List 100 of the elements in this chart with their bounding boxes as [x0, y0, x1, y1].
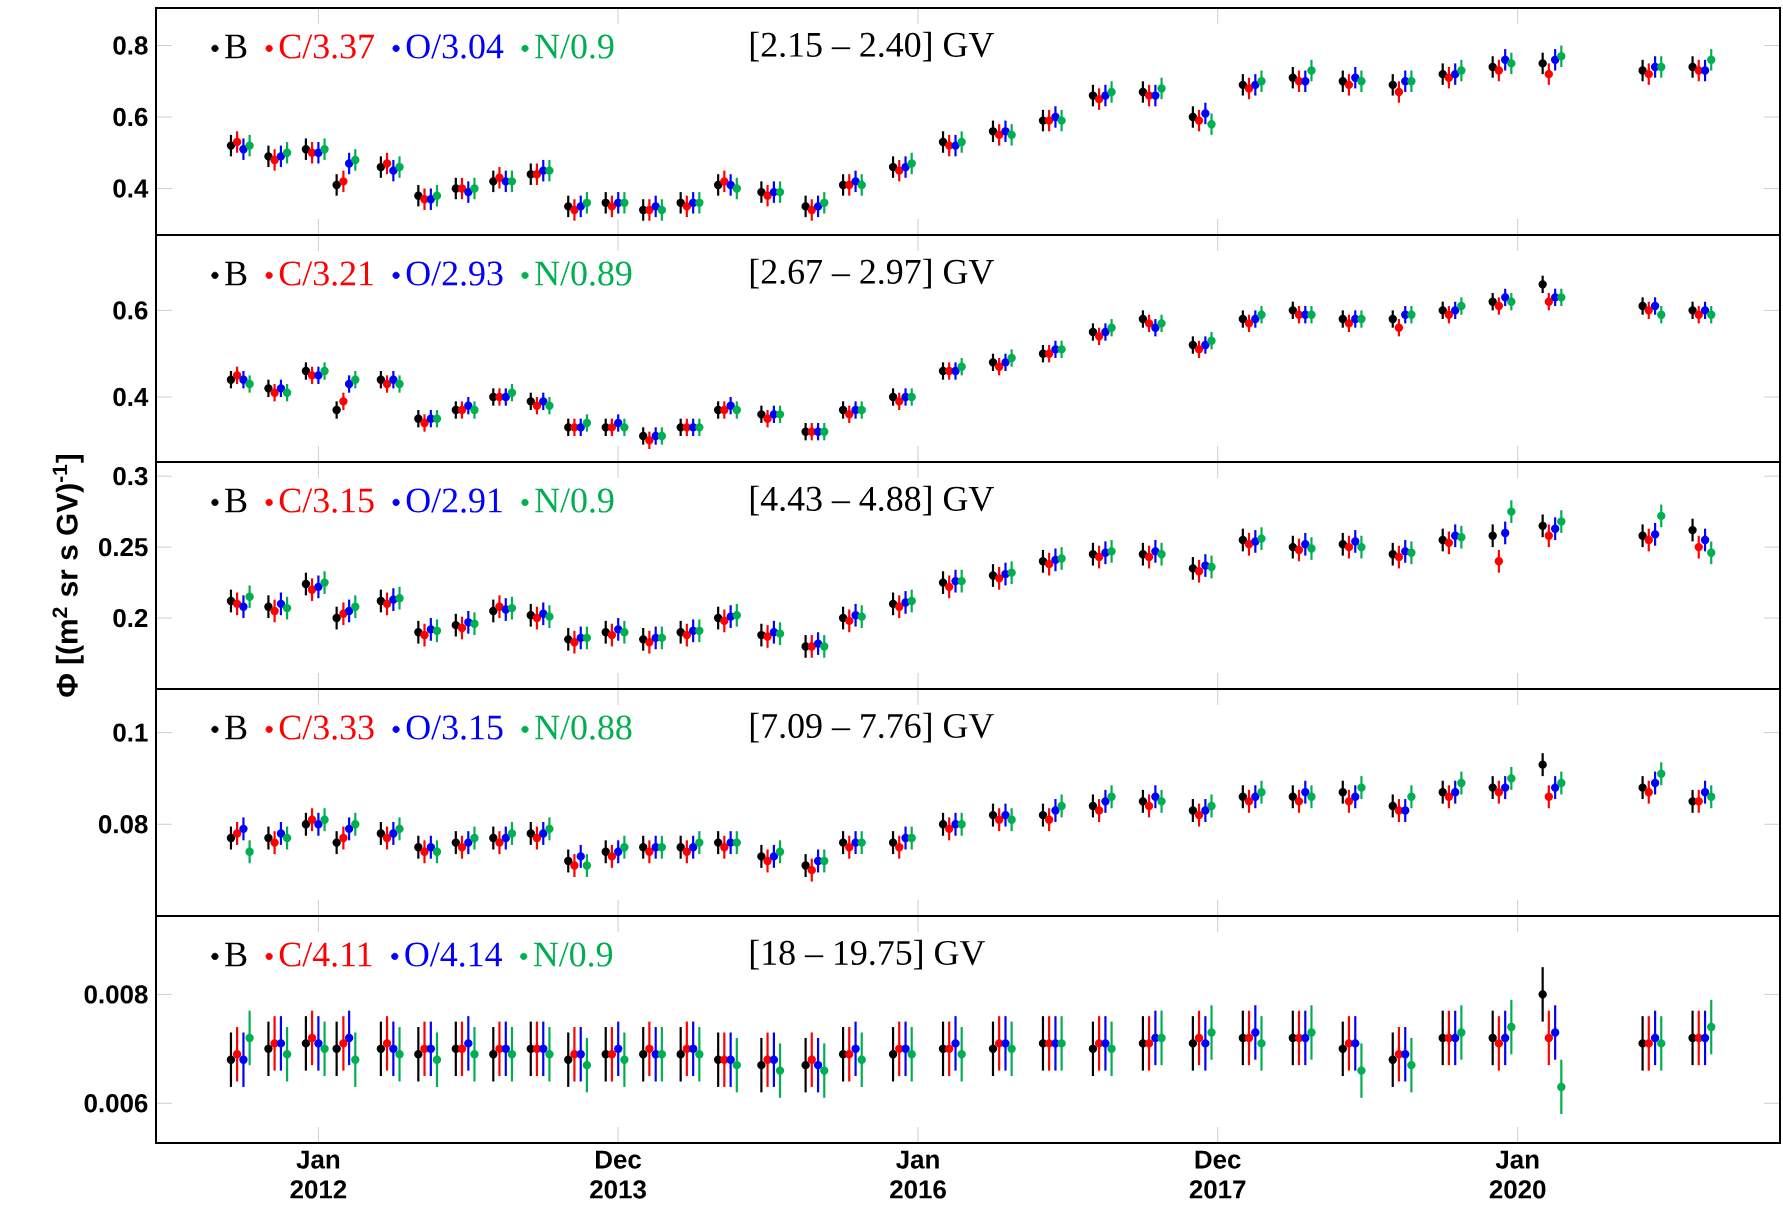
point	[507, 1050, 517, 1059]
point	[1151, 547, 1160, 556]
point	[1338, 77, 1347, 86]
point	[1688, 1033, 1697, 1043]
legend-label: N/0.9	[535, 34, 614, 59]
point	[395, 1050, 404, 1059]
point	[426, 1044, 436, 1054]
point	[945, 141, 954, 150]
point	[1257, 534, 1266, 543]
point	[1544, 69, 1554, 79]
legend-label: N/0.89	[535, 261, 632, 286]
point	[507, 603, 517, 613]
point	[1538, 990, 1547, 999]
point	[657, 843, 667, 852]
legend-label: C/3.15	[279, 488, 374, 513]
point	[1407, 310, 1416, 319]
point	[813, 427, 823, 436]
legend-label: N/0.9	[533, 942, 613, 967]
point	[620, 628, 629, 637]
point	[1538, 280, 1547, 289]
point	[1407, 548, 1416, 557]
point	[807, 1055, 816, 1064]
point	[1707, 1022, 1716, 1032]
point	[1457, 533, 1466, 542]
point	[1438, 535, 1447, 545]
point	[1438, 1033, 1447, 1043]
point	[601, 628, 610, 637]
point	[245, 847, 254, 856]
point	[957, 1050, 966, 1059]
annotation: [2.15 – 2.40] GV	[750, 31, 994, 62]
point	[539, 1044, 548, 1054]
point	[1007, 568, 1016, 577]
point	[564, 635, 573, 644]
point	[1307, 66, 1316, 75]
point	[1051, 1039, 1060, 1048]
point	[1501, 528, 1510, 538]
y-tick-label: 0.008	[84, 985, 148, 1004]
point	[1157, 550, 1166, 559]
point	[951, 1039, 960, 1048]
point	[582, 1060, 592, 1070]
legend-label: C/3.21	[279, 261, 373, 286]
point	[1538, 521, 1547, 531]
point	[1507, 507, 1516, 516]
point	[1188, 564, 1198, 573]
point	[657, 1050, 667, 1059]
point	[907, 1050, 916, 1059]
point	[857, 1055, 866, 1064]
point	[1538, 760, 1547, 769]
point	[901, 833, 910, 843]
legend-label: N/0.88	[535, 715, 632, 740]
point	[576, 852, 585, 861]
point	[1507, 774, 1516, 783]
y-tick-label: 0.4	[113, 387, 149, 407]
point	[1288, 73, 1297, 82]
point	[545, 166, 554, 175]
legend-label: O/2.91	[406, 488, 502, 513]
point	[1101, 1039, 1110, 1048]
point	[1338, 787, 1347, 797]
legend-label: C/4.11	[279, 942, 372, 967]
point	[339, 609, 348, 618]
point	[339, 833, 348, 843]
point	[307, 1033, 317, 1043]
point	[545, 1050, 554, 1059]
point	[1494, 557, 1504, 566]
point	[1694, 542, 1703, 552]
point	[907, 392, 916, 402]
point	[1538, 59, 1547, 68]
point	[495, 1044, 504, 1054]
point	[1301, 77, 1310, 86]
y-tick-label: 0.4	[113, 179, 149, 198]
point	[1201, 1039, 1210, 1048]
point	[614, 1044, 623, 1054]
point	[495, 392, 504, 402]
point	[820, 1066, 829, 1075]
y-tick-label: 0.08	[98, 815, 148, 834]
point	[1307, 1028, 1316, 1037]
point	[226, 1055, 236, 1064]
point	[726, 1055, 735, 1064]
point	[351, 1055, 360, 1064]
x-tick-label: Jan 2020	[1489, 1150, 1546, 1199]
legend-label: B	[225, 942, 247, 967]
point	[1207, 1028, 1216, 1037]
point	[1038, 557, 1048, 566]
point	[526, 397, 535, 406]
point	[432, 1055, 442, 1064]
point	[395, 594, 404, 603]
point	[775, 1066, 785, 1075]
y-tick-label: 0.6	[113, 107, 148, 127]
point	[1650, 778, 1660, 788]
point	[264, 1044, 273, 1054]
point	[1401, 1050, 1410, 1059]
point	[1657, 769, 1666, 779]
point	[1707, 55, 1716, 65]
point	[1650, 1033, 1660, 1043]
point	[1088, 550, 1098, 559]
point	[757, 1060, 766, 1070]
point	[507, 177, 517, 186]
point	[570, 1050, 579, 1059]
point	[620, 1055, 629, 1064]
annotation: [7.09 – 7.76] GV	[750, 712, 994, 743]
